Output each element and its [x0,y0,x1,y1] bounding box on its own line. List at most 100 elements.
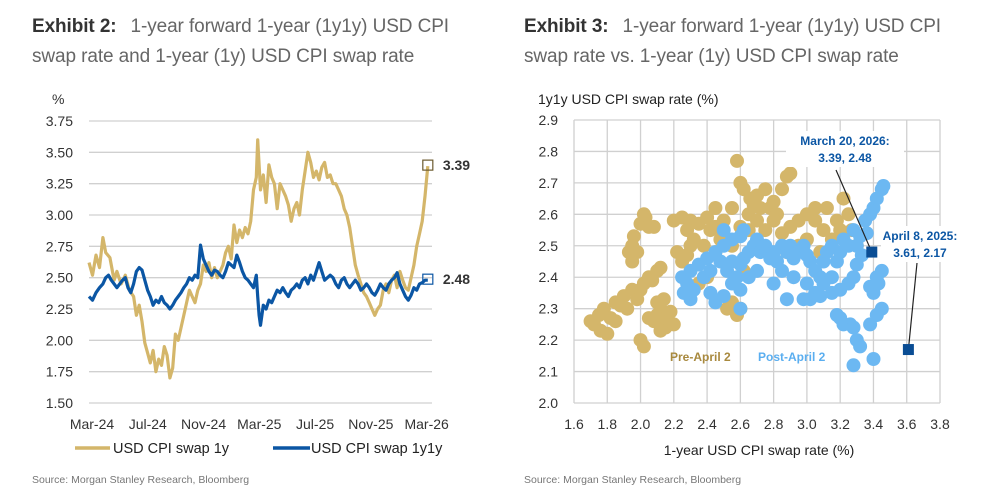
scatter-point-post-april-2 [859,226,874,241]
scatter-point-pre-april-2 [700,210,715,225]
scatter-point-pre-april-2 [829,213,844,228]
exhibit-2-title: Exhibit 2: 1-year forward 1-year (1y1y) U… [32,12,472,72]
scatter-point-post-april-2 [816,276,831,291]
end-marker [422,159,434,171]
x-tick-label: 2.2 [664,416,684,432]
x-tick-label: Mar-26 [404,416,449,432]
scatter-point-pre-april-2 [626,229,641,244]
y-tick-label: 2.7 [539,175,559,191]
scatter-point-post-april-2 [871,276,886,291]
y-tick-label: 2.0 [539,395,559,411]
y-tick-label: 3.00 [46,207,73,223]
scatter-point-post-april-2 [799,276,814,291]
scatter-point-pre-april-2 [646,219,661,234]
scatter-point-post-april-2 [716,223,731,238]
line-chart: % 1.50 1.75 2.00 2.25 2.50 2.75 3.00 3.25 3.50 3.7… [46,91,471,457]
annotation-leader-line [835,169,873,253]
series-label-pre-april-2: Pre-April 2 [670,350,731,364]
y-tick-label: 3.75 [46,113,73,129]
scatter-point-pre-april-2 [766,213,781,228]
y-tick-label: 2.2 [539,332,559,348]
scatter-point-pre-april-2 [841,207,856,222]
scatter-point-post-april-2 [874,263,889,278]
scatter-point-pre-april-2 [819,201,834,215]
scatter-point-pre-april-2 [620,301,635,316]
y-tick-label: 2.4 [539,269,559,285]
y-tick-label: 2.9 [539,112,559,128]
x-tick-label: 2.6 [731,416,751,432]
y-tick-label: 3.50 [46,144,73,160]
scatter-point-post-april-2 [813,289,828,304]
series-line-1y [87,138,430,380]
scatter-point-pre-april-2 [600,326,615,341]
scatter-point-pre-april-2 [720,301,735,316]
exhibit-3-panel: Exhibit 3: 1-year forward 1-year (1y1y) U… [498,0,996,502]
y-tick-label: 2.25 [46,301,73,317]
annotation-label-april-2025: April 8, 2025: [883,229,958,243]
scatter-point-post-april-2 [703,263,718,278]
end-value-label: 3.39 [443,157,470,173]
scatter-point-post-april-2 [876,179,891,193]
scatter-point-pre-april-2 [686,232,701,247]
scatter-point-pre-april-2 [653,260,668,275]
scatter-point-post-april-2 [733,301,748,316]
scatter-point-post-april-2 [786,270,801,285]
exhibit-3-title: Exhibit 3: 1-year forward 1-year (1y1y) U… [524,12,964,72]
y-tick-label: 2.1 [539,364,559,380]
exhibit-2-label: Exhibit 2: [32,16,117,37]
exhibit-3-title-text: 1-year forward 1-year (1y1y) USD CPI swa… [524,16,941,67]
scatter-point-pre-april-2 [775,182,789,197]
y-tick-label: 1.50 [46,395,73,411]
scatter-point-post-april-2 [846,358,861,373]
scatter-point-pre-april-2 [636,339,651,354]
y-tick-label: 2.75 [46,238,73,254]
y-tick-label: 3.25 [46,176,73,192]
x-axis-title: 1-year USD CPI swap rate (%) [664,442,855,458]
y-axis-unit-label: % [52,91,64,107]
scatter-point-pre-april-2 [816,223,831,238]
scatter-point-pre-april-2 [663,304,678,319]
annotation-bg [881,226,961,262]
scatter-point-pre-april-2 [656,292,671,307]
highlight-marker-april-2025 [902,344,914,356]
scatter-point-post-april-2 [779,292,794,307]
exhibit-3-source: Source: Morgan Stanley Research, Bloombe… [524,474,742,486]
scatter-point-pre-april-2 [630,245,645,260]
series-line-1y1y [87,243,428,327]
scatter-point-pre-april-2 [696,238,711,253]
scatter-point-pre-april-2 [758,223,773,238]
scatter-point-pre-april-2 [636,207,651,222]
end-marker [422,273,434,285]
x-tick-label: Jul-25 [296,416,334,432]
annotation-label-march-2026: March 20, 2026: [800,134,889,148]
x-tick-label: Jul-24 [129,416,167,432]
y-tick-label: 2.5 [539,238,559,254]
scatter-point-post-april-2 [866,352,881,366]
scatter-point-pre-april-2 [608,314,623,329]
scatter-point-post-april-2 [775,263,789,278]
scatter-point-post-april-2 [750,263,764,278]
scatter-point-post-april-2 [766,276,781,291]
scatter-point-pre-april-2 [725,201,739,215]
x-tick-label: 3.8 [930,416,950,432]
exhibit-3-label: Exhibit 3: [524,16,609,37]
legend-label-1y1y: USD CPI swap 1y1y [311,441,443,457]
y-tick-label: 2.6 [539,206,559,222]
scatter-point-pre-april-2 [783,166,798,181]
scatter-point-post-april-2 [874,301,889,316]
x-tick-label: Nov-25 [348,416,393,432]
x-tick-label: 3.4 [864,416,884,432]
scatter-point-pre-april-2 [750,213,764,228]
legend-label-1y: USD CPI swap 1y [113,441,230,457]
x-tick-label: 2.4 [697,416,717,432]
annotation-value-april-2025: 3.61, 2.17 [893,246,947,260]
scatter-point-post-april-2 [846,320,861,335]
scatter-point-post-april-2 [849,257,864,272]
scatter-point-pre-april-2 [680,248,695,263]
scatter-point-post-april-2 [733,282,748,297]
scatter-point-post-april-2 [736,223,751,238]
scatter-chart: 1y1y USD CPI swap rate (%) 2.0 2.1 2.2 2.3 2.… [538,91,961,458]
x-tick-label: 3.6 [897,416,917,432]
scatter-point-post-april-2 [676,285,691,300]
scatter-point-post-april-2 [853,339,868,354]
